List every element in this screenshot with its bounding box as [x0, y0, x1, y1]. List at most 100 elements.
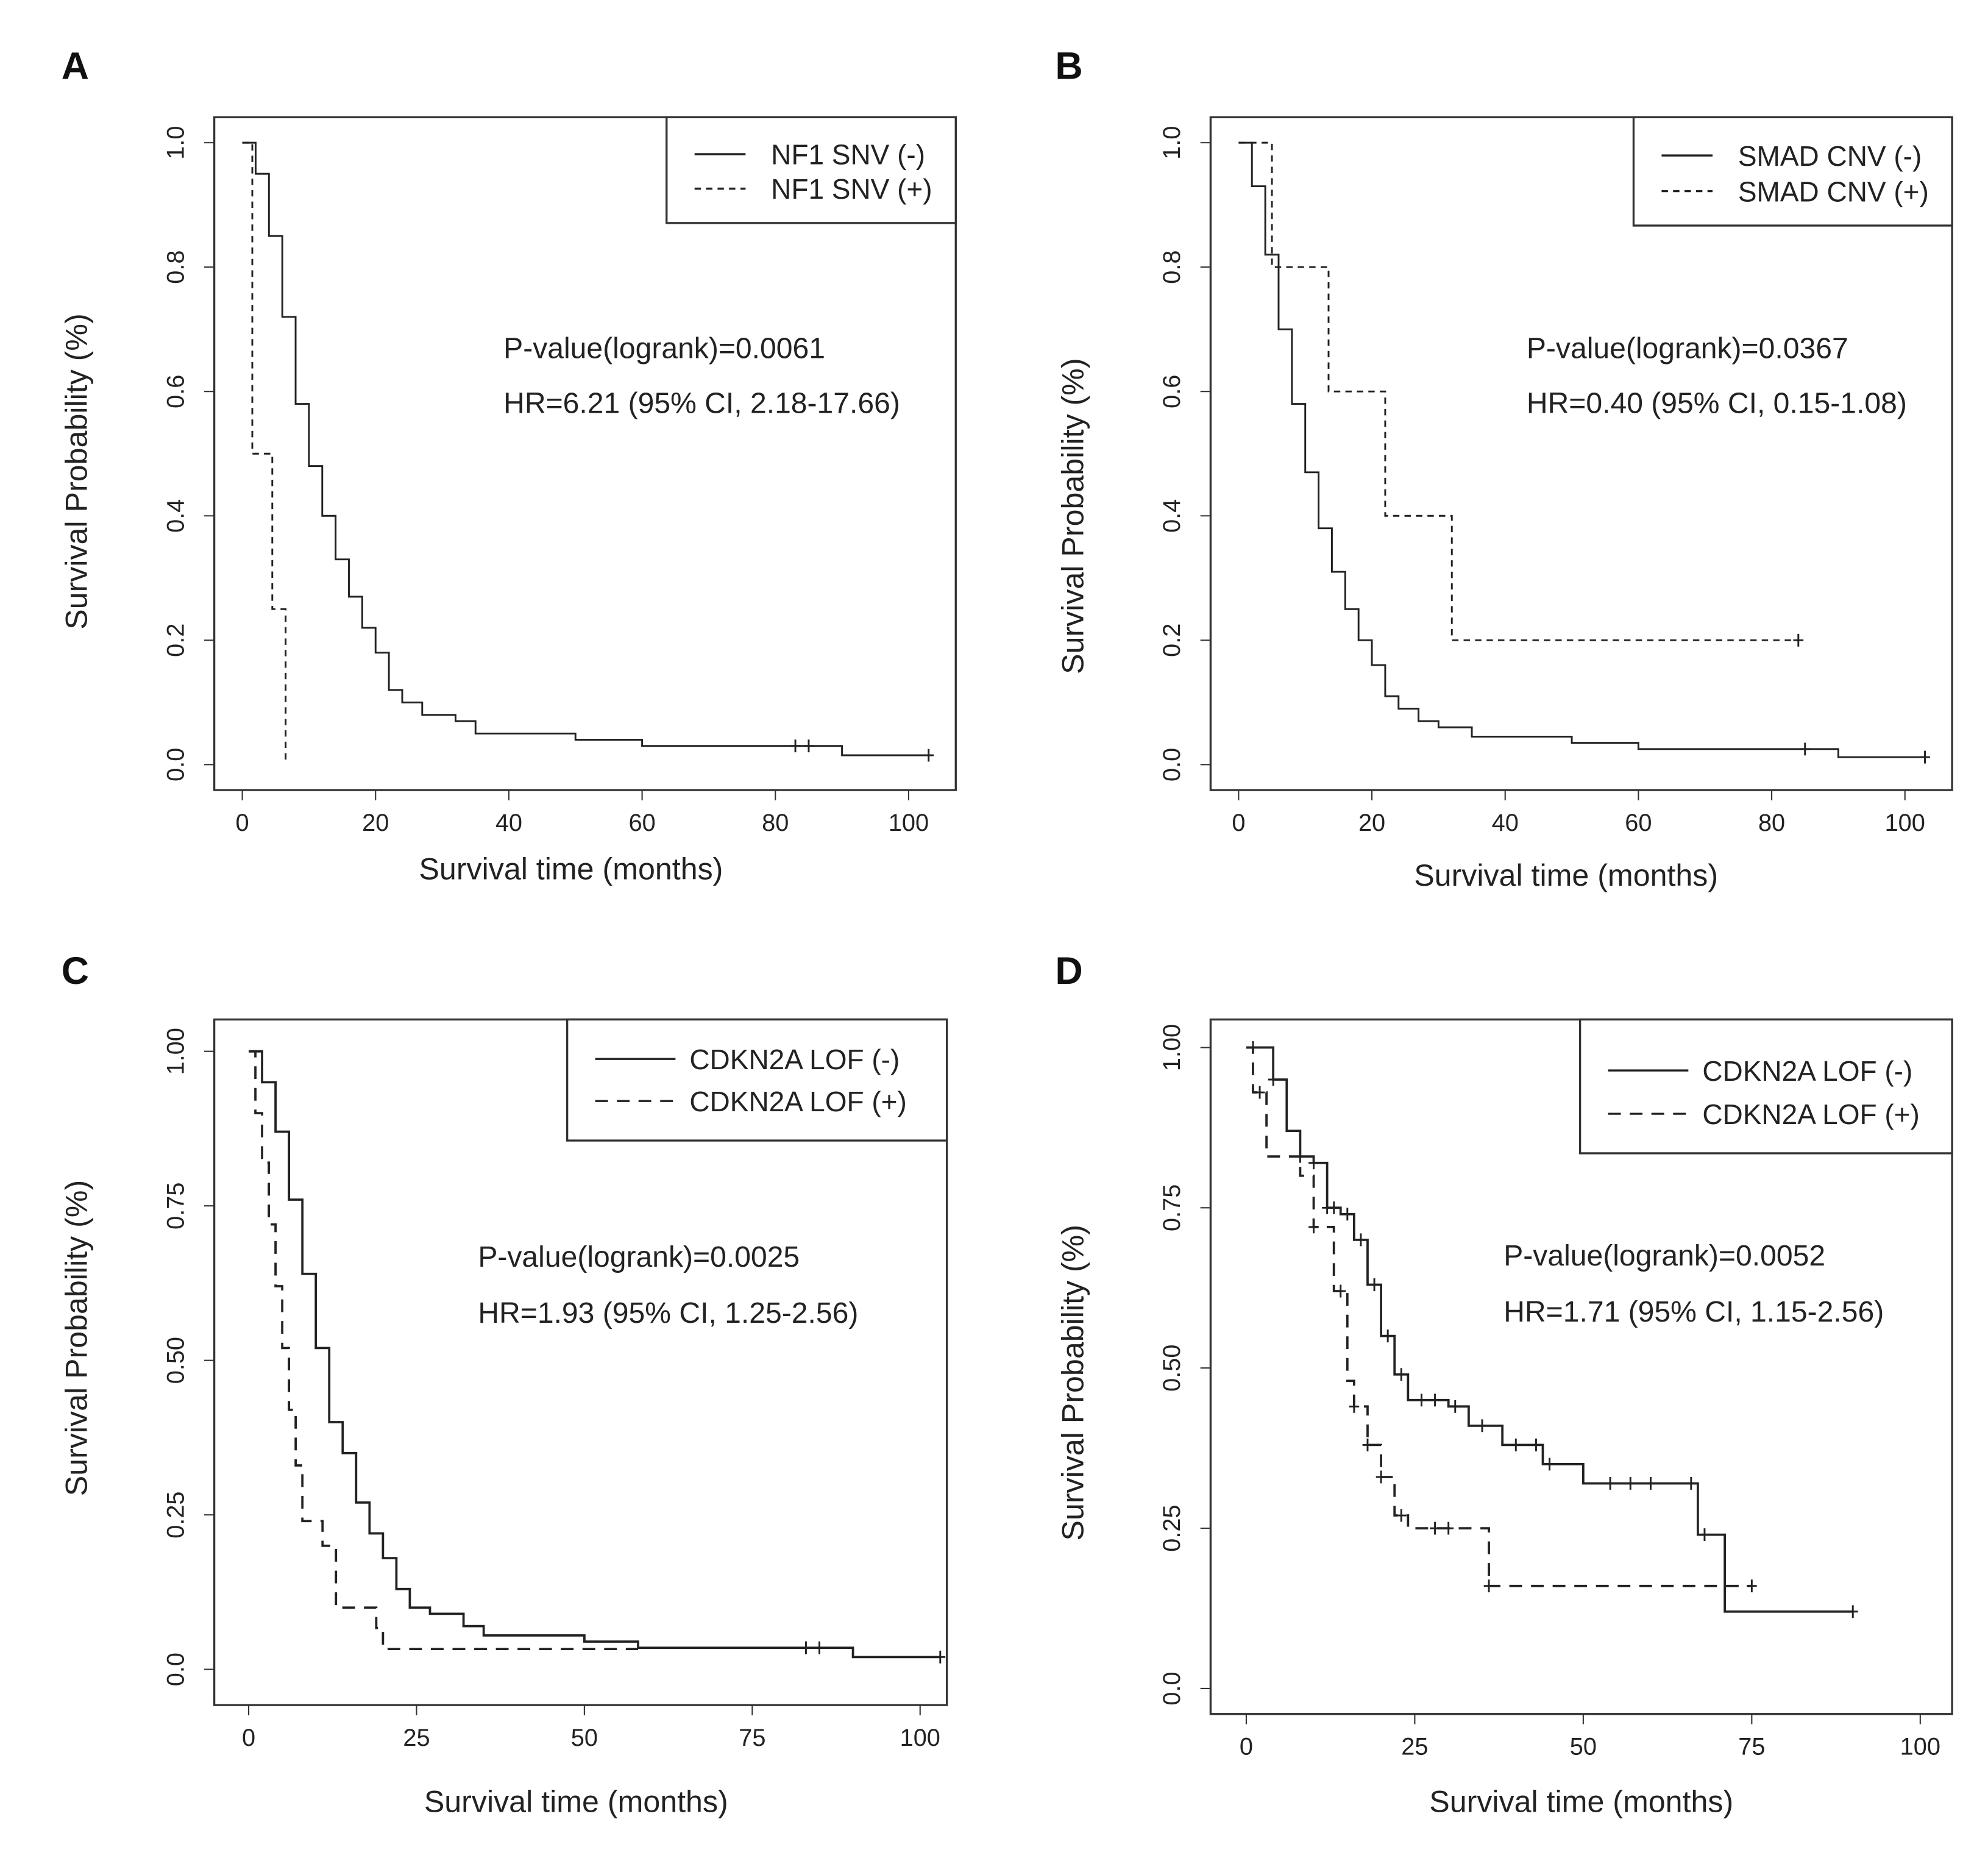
- panel-b: B 0 20 40 60 80 100 0.0 0.2 0.4 0.6 0.8 1.0 Survival …: [1055, 45, 1953, 892]
- censor-mark: [1800, 742, 1811, 756]
- panel-label: C: [62, 950, 89, 992]
- x-tick-label: 100: [1885, 810, 1925, 836]
- censor-mark: [1746, 1579, 1757, 1593]
- x-axis-label: Survival time (months): [1414, 858, 1718, 892]
- censor-mark: [1369, 1278, 1380, 1291]
- censor-mark: [1396, 1368, 1407, 1381]
- x-tick-label: 0: [1240, 1734, 1253, 1760]
- y-tick-label: 0.50: [1159, 1345, 1185, 1392]
- x-tick-label: 100: [1900, 1734, 1940, 1760]
- censor-mark: [1376, 1470, 1386, 1484]
- x-tick-label: 25: [403, 1725, 430, 1751]
- censor-mark: [1625, 1477, 1636, 1490]
- y-tick-label: 0.8: [162, 251, 189, 284]
- censor-mark: [1349, 1400, 1360, 1413]
- censor-mark: [1793, 633, 1804, 647]
- survival-curve-negative: [249, 1050, 940, 1659]
- x-tick-label: 0: [242, 1725, 255, 1751]
- hazard-ratio-annotation: HR=1.71 (95% CI, 1.15-2.56): [1503, 1295, 1884, 1328]
- x-tick-label: 60: [1625, 810, 1652, 836]
- censor-mark: [1430, 1522, 1440, 1535]
- y-tick-label: 0.0: [1159, 1671, 1185, 1705]
- x-axis-label: Survival time (months): [1429, 1785, 1733, 1819]
- x-tick-label: 25: [1401, 1734, 1428, 1760]
- censor-mark: [1450, 1400, 1461, 1413]
- censor-mark: [1254, 1086, 1265, 1099]
- p-value-annotation: P-value(logrank)=0.0061: [503, 332, 825, 365]
- censor-mark: [1645, 1477, 1656, 1490]
- legend-label: CDKN2A LOF (+): [1702, 1098, 1919, 1130]
- y-tick-label: 0.50: [162, 1337, 189, 1384]
- x-tick-label: 0: [236, 810, 249, 836]
- survival-curve-positive: [1238, 141, 1798, 641]
- legend-label: SMAD CNV (-): [1738, 140, 1922, 172]
- censor-mark: [1686, 1477, 1697, 1490]
- censor-mark: [1847, 1605, 1858, 1618]
- y-tick-label: 0.25: [1159, 1504, 1185, 1551]
- legend-box: [1632, 116, 1953, 227]
- panel-label: A: [62, 45, 89, 88]
- x-tick-label: 80: [1758, 810, 1785, 836]
- x-tick-label: 40: [1492, 810, 1519, 836]
- y-axis-label: Survival Probability (%): [60, 1180, 94, 1496]
- survival-curve-positive: [1246, 1046, 1752, 1587]
- censor-mark: [1355, 1233, 1366, 1247]
- y-tick-label: 0.2: [1159, 624, 1185, 657]
- legend-label: NF1 SNV (-): [771, 139, 925, 171]
- x-tick-label: 20: [1358, 810, 1385, 836]
- y-tick-label: 0.25: [162, 1491, 189, 1538]
- hazard-ratio-annotation: HR=0.40 (95% CI, 0.15-1.08): [1527, 386, 1907, 419]
- y-axis-label: Survival Probability (%): [60, 313, 94, 629]
- panel-d: D 0 25 50 75 100 0.0 0.25 0.50 0.75 1.00 Survival t…: [1055, 950, 1953, 1819]
- x-tick-label: 100: [900, 1725, 940, 1751]
- y-axis-label: Survival Probability (%): [1056, 358, 1090, 674]
- y-tick-label: 1.00: [162, 1028, 189, 1075]
- x-tick-label: 80: [762, 810, 789, 836]
- censor-mark: [1443, 1522, 1454, 1535]
- x-tick-label: 50: [571, 1725, 598, 1751]
- panel-a: A 0 20 40 60 80 100 0.0 0.2 0.4 0.6 0.8 1.0 Survival …: [60, 45, 957, 886]
- y-tick-label: 0.8: [1159, 251, 1185, 284]
- panel-label: B: [1055, 45, 1082, 88]
- p-value-annotation: P-value(logrank)=0.0025: [478, 1240, 800, 1273]
- y-tick-label: 0.0: [1159, 748, 1185, 781]
- censor-mark: [935, 1650, 946, 1664]
- censor-mark: [803, 739, 814, 753]
- y-tick-label: 0.6: [162, 375, 189, 408]
- survival-curve-negative: [242, 141, 929, 756]
- censor-mark: [1382, 1329, 1393, 1343]
- legend-box: [566, 1018, 948, 1142]
- x-tick-label: 75: [739, 1725, 765, 1751]
- censor-mark: [1362, 1438, 1373, 1451]
- x-tick-label: 20: [362, 810, 389, 836]
- survival-curve-positive: [249, 1050, 639, 1651]
- y-tick-label: 0.4: [1159, 499, 1185, 533]
- y-tick-label: 1.0: [162, 126, 189, 160]
- survival-curve-positive: [242, 141, 287, 765]
- censor-mark: [1268, 1073, 1279, 1086]
- y-tick-label: 1.0: [1159, 126, 1185, 160]
- x-axis-label: Survival time (months): [419, 852, 723, 886]
- censor-mark: [1477, 1419, 1488, 1433]
- censor-mark: [1308, 1156, 1319, 1170]
- y-tick-label: 1.00: [1159, 1024, 1185, 1071]
- censor-mark: [1416, 1394, 1427, 1407]
- censor-mark: [1329, 1201, 1340, 1214]
- panel-label: D: [1055, 950, 1082, 992]
- x-tick-label: 100: [889, 810, 929, 836]
- legend-label: SMAD CNV (+): [1738, 176, 1929, 207]
- hazard-ratio-annotation: HR=1.93 (95% CI, 1.25-2.56): [478, 1297, 858, 1329]
- censor-mark: [801, 1641, 811, 1654]
- legend-label: CDKN2A LOF (-): [1702, 1055, 1912, 1087]
- censor-mark: [1605, 1477, 1616, 1490]
- censor-mark: [1510, 1438, 1521, 1451]
- x-axis-label: Survival time (months): [424, 1785, 728, 1819]
- y-tick-label: 0.2: [162, 624, 189, 657]
- y-tick-label: 0.75: [162, 1183, 189, 1230]
- censor-mark: [1396, 1509, 1407, 1522]
- x-tick-label: 40: [495, 810, 522, 836]
- y-tick-label: 0.4: [162, 499, 189, 533]
- censor-mark: [1308, 1220, 1319, 1234]
- panel-c: C 0 25 50 75 100 0.0 0.25 0.50 0.75 1.00 Survival t…: [60, 950, 948, 1819]
